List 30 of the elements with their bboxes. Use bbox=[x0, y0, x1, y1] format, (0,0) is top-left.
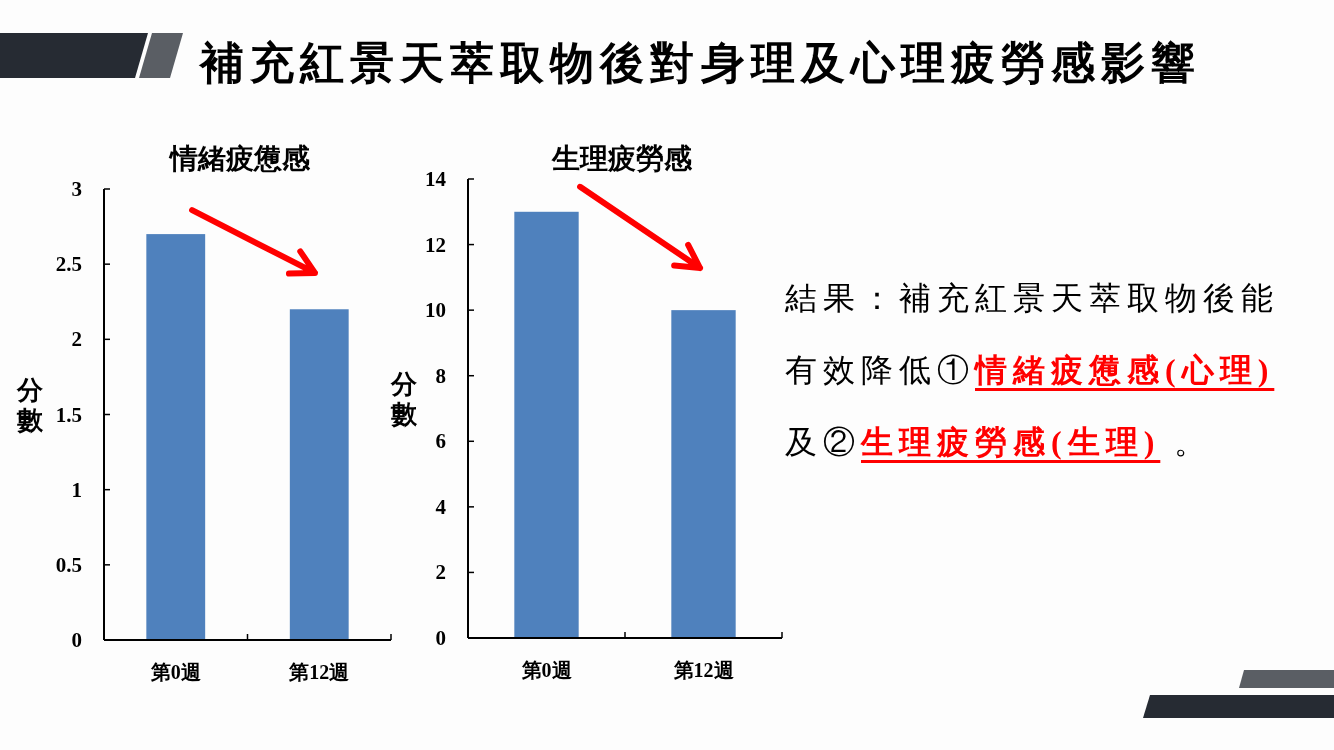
chart-title: 生理疲勞感 bbox=[551, 143, 693, 174]
y-axis-title: 分數 bbox=[16, 375, 44, 435]
y-axis-title: 分數 bbox=[390, 369, 418, 429]
y-tick-label: 2 bbox=[71, 327, 82, 352]
x-tick-label: 第12週 bbox=[672, 659, 734, 681]
text: 補充紅景天萃取物後對身理及心理疲勞感影響 bbox=[198, 39, 1195, 88]
text: 及② bbox=[785, 424, 861, 460]
y-tick-label: 12 bbox=[425, 232, 446, 257]
y-tick-label: 1.5 bbox=[55, 402, 82, 427]
text: 。 bbox=[1173, 424, 1213, 460]
y-tick-label: 2.5 bbox=[55, 252, 82, 277]
y-tick-label: 14 bbox=[425, 167, 447, 191]
text: 生理疲勞感(生理) bbox=[861, 424, 1161, 460]
x-tick-label: 第0週 bbox=[149, 661, 201, 683]
y-tick-label: 0 bbox=[71, 628, 82, 652]
y-tick-label: 0.5 bbox=[55, 552, 82, 577]
y-tick-label: 1 bbox=[71, 477, 82, 502]
y-tick-label: 8 bbox=[435, 363, 446, 388]
chart-title: 情緒疲憊感 bbox=[168, 143, 311, 174]
text: 結果：補充紅景天萃取物後能 bbox=[785, 280, 1279, 316]
x-tick-label: 第12週 bbox=[288, 661, 350, 683]
x-tick-label: 第0週 bbox=[520, 659, 572, 681]
y-tick-label: 6 bbox=[435, 429, 446, 454]
text: 有效降低① bbox=[785, 352, 975, 388]
text: 情緒疲憊感(心理) bbox=[975, 352, 1275, 388]
y-tick-label: 0 bbox=[435, 626, 446, 650]
y-tick-label: 4 bbox=[435, 494, 447, 519]
y-tick-label: 10 bbox=[425, 298, 446, 323]
y-tick-label: 2 bbox=[435, 560, 446, 585]
y-tick-label: 3 bbox=[71, 177, 82, 201]
